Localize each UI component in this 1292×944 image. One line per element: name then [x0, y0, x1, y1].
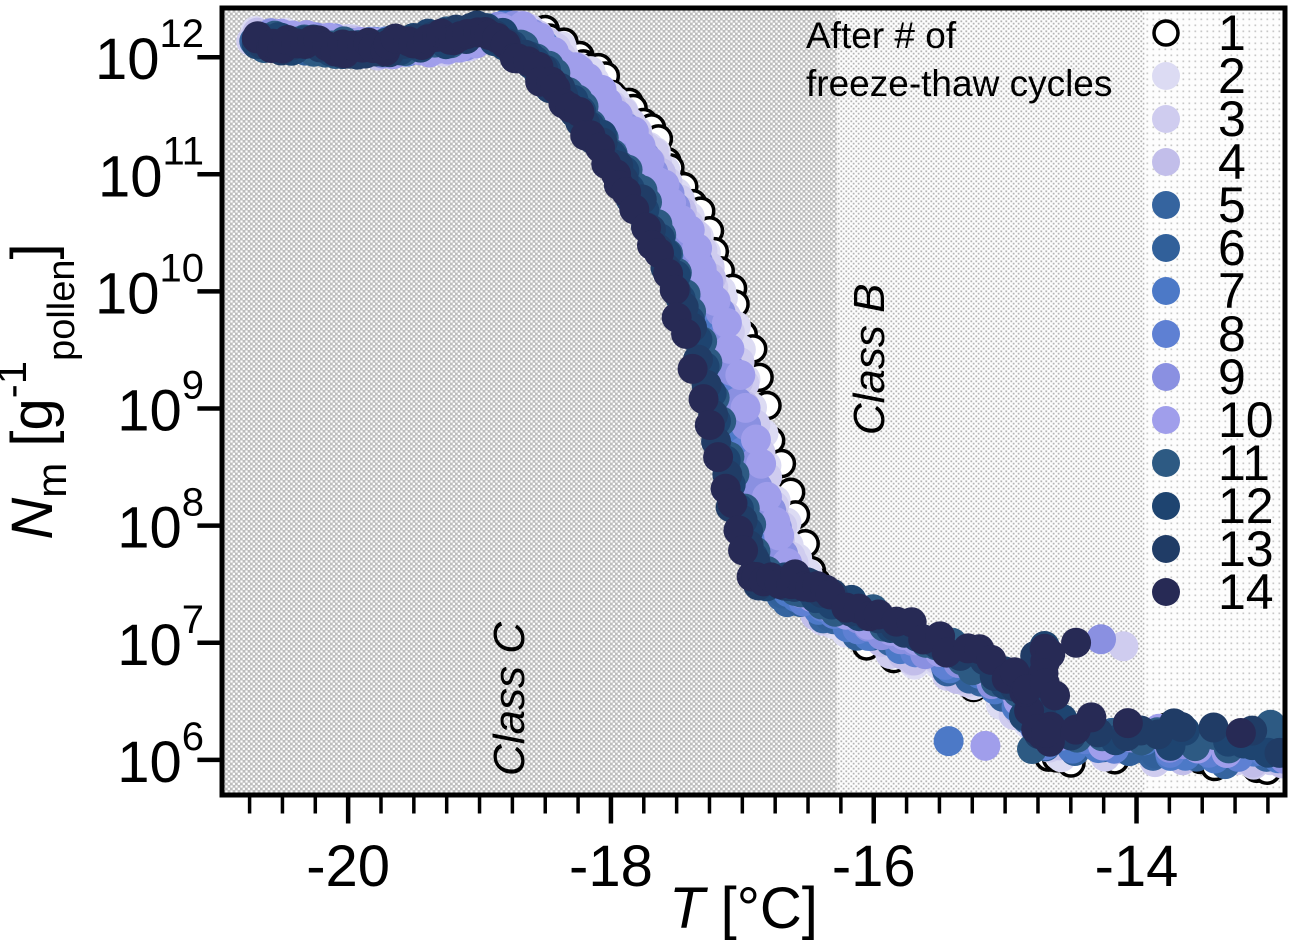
legend-entry-label: 7 [1218, 263, 1246, 319]
data-point [714, 333, 745, 364]
legend-marker [1152, 234, 1180, 262]
legend-marker-open [1152, 19, 1180, 47]
x-tick-label: -20 [306, 834, 390, 899]
data-point [659, 274, 690, 305]
x-tick-label: -18 [569, 834, 653, 899]
legend-entry-label: 12 [1218, 478, 1274, 534]
legend-entry-label: 2 [1218, 48, 1246, 104]
legend-marker [1152, 320, 1180, 348]
legend-title: After # of freeze-thaw cycles [806, 15, 1112, 104]
data-point [688, 384, 719, 415]
legend-marker [1152, 191, 1180, 219]
legend-entry-5: 5 [1152, 177, 1246, 233]
legend-entry-label: 9 [1218, 349, 1246, 405]
legend-marker [1152, 148, 1180, 176]
data-point [764, 520, 795, 551]
data-point [1076, 702, 1107, 733]
data-point [970, 730, 1001, 761]
data-point [564, 97, 595, 128]
legend-entry-13: 13 [1152, 521, 1274, 577]
data-point [703, 442, 734, 473]
data-point [711, 308, 742, 339]
data-point [677, 353, 708, 384]
data-point [730, 392, 761, 423]
legend-marker [1152, 406, 1180, 434]
zone-label-class-c: Class C [485, 621, 534, 776]
data-point [725, 359, 756, 390]
legend-entry-8: 8 [1152, 306, 1246, 362]
y-tick-label: 1012 [95, 12, 204, 92]
legend-entry-2: 2 [1152, 48, 1246, 104]
legend-entry-label: 1 [1218, 5, 1246, 61]
data-point [717, 488, 748, 519]
x-tick-label: -16 [832, 834, 916, 899]
x-tick-label: -14 [1095, 834, 1179, 899]
legend-entry-label: 14 [1218, 564, 1274, 620]
y-tick-label: 106 [117, 715, 204, 795]
legend-entry-label: 10 [1218, 392, 1274, 448]
plot-frame [219, 5, 1288, 798]
y-axis-ticks [197, 54, 220, 763]
y-tick-label: 109 [117, 364, 204, 444]
data-point [1112, 708, 1143, 739]
x-axis-title: T [°C] [669, 876, 818, 941]
y-tick-label: 108 [117, 481, 204, 561]
legend-entry-10: 10 [1152, 392, 1274, 448]
data-point [933, 726, 964, 757]
legend-marker [1152, 277, 1180, 305]
y-tick-label: 1011 [98, 129, 204, 209]
data-point [1040, 680, 1071, 711]
zone-right [1144, 10, 1283, 793]
legend-entry-label: 3 [1218, 91, 1246, 147]
data-point [694, 410, 725, 441]
data-point [1061, 627, 1092, 658]
legend-marker [1152, 492, 1180, 520]
legend-marker [1152, 578, 1180, 606]
legend-marker [1152, 363, 1180, 391]
legend-entry-3: 3 [1152, 91, 1246, 147]
y-axis-title: Nm [g-1pollen] [0, 243, 83, 539]
data-points [236, 10, 1283, 785]
data-point [1198, 712, 1229, 743]
legend-entry-1: 1 [1152, 5, 1246, 61]
x-axis-ticks [247, 797, 1270, 824]
y-tick-label: 1010 [95, 246, 204, 326]
legend-entry-label: 6 [1218, 220, 1246, 276]
zone-label-class-b: Class B [845, 284, 894, 436]
data-point [1086, 624, 1117, 655]
legend-entry-4: 4 [1152, 134, 1246, 190]
data-point [1225, 717, 1256, 748]
legend-entry-label: 4 [1218, 134, 1246, 190]
legend-entry-label: 11 [1218, 435, 1270, 491]
data-point [751, 481, 782, 512]
legend-entry-label: 13 [1218, 521, 1274, 577]
data-point [1166, 711, 1197, 742]
legend-entry-label: 5 [1218, 177, 1246, 233]
legend-entry-9: 9 [1152, 349, 1246, 405]
legend-entry-7: 7 [1152, 263, 1246, 319]
data-point [700, 286, 731, 317]
data-point [746, 448, 777, 479]
legend-entry-6: 6 [1152, 220, 1246, 276]
y-tick-label: 107 [117, 598, 204, 678]
legend-entry-14: 14 [1152, 564, 1274, 620]
legend-marker [1152, 62, 1180, 90]
data-point [1264, 737, 1283, 768]
legend-marker [1152, 105, 1180, 133]
legend-title-line-1: After # of [806, 15, 957, 56]
data-point [728, 535, 759, 566]
data-point [740, 424, 771, 455]
legend-entry-12: 12 [1152, 478, 1274, 534]
legend-title-line-2: freeze-thaw cycles [806, 63, 1112, 104]
legend-marker [1152, 449, 1180, 477]
legend-marker [1152, 535, 1180, 563]
legend-entry-11: 11 [1152, 435, 1270, 491]
legend-entry-label: 8 [1218, 306, 1246, 362]
series-cycle-14 [241, 17, 1256, 757]
data-point [1030, 717, 1061, 748]
data-point [671, 318, 702, 349]
